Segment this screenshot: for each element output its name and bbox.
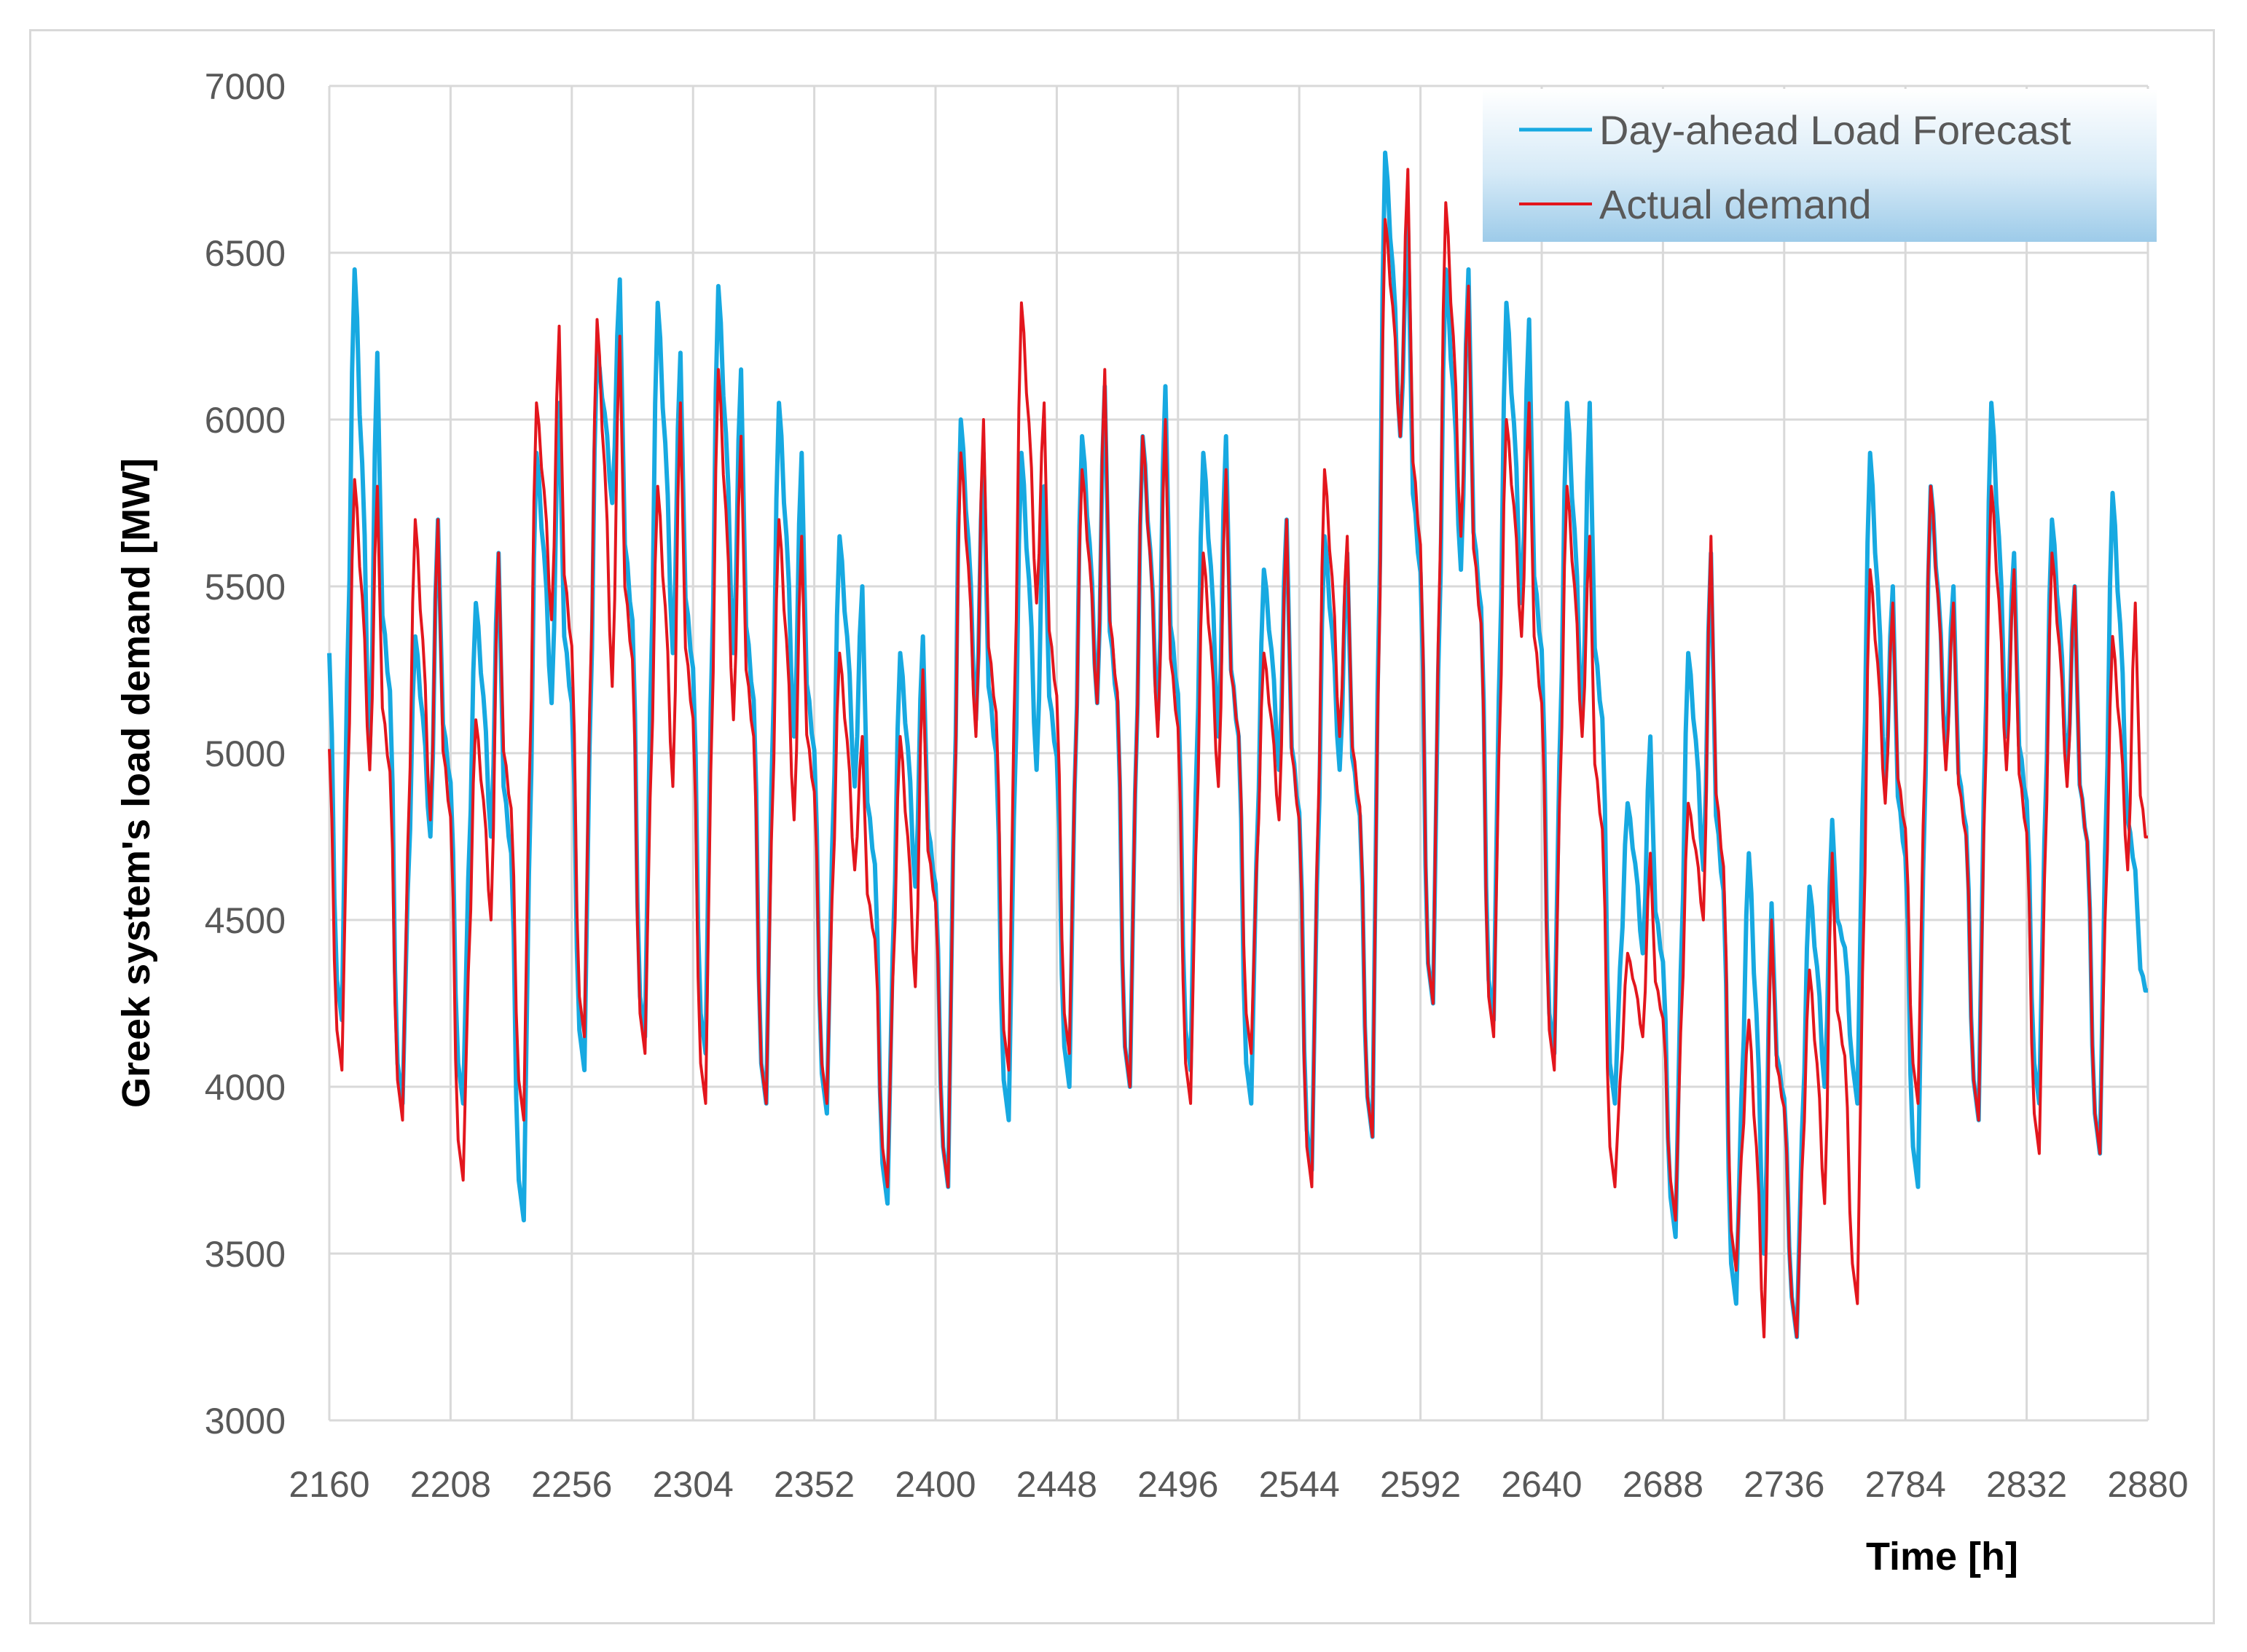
x-tick-label: 2160 <box>289 1464 369 1505</box>
series-layer <box>327 150 2148 1340</box>
x-tick-label: 2208 <box>410 1464 491 1505</box>
x-tick-label: 2592 <box>1380 1464 1461 1505</box>
y-tick-label: 6000 <box>205 400 286 441</box>
y-tick-label: 7000 <box>205 66 286 107</box>
x-tick-label: 2352 <box>774 1464 855 1505</box>
x-tick-label: 2832 <box>1986 1464 2067 1505</box>
x-tick-label: 2736 <box>1744 1464 1824 1505</box>
legend-label-actual: Actual demand <box>1599 181 1872 227</box>
y-tick-label: 4500 <box>205 900 286 941</box>
y-axis-title: Greek system's load demand [MW] <box>114 458 158 1108</box>
x-axis-title: Time [h] <box>1866 1535 2018 1578</box>
y-tick-label: 5000 <box>205 733 286 774</box>
legend-label-forecast: Day-ahead Load Forecast <box>1599 107 2071 153</box>
legend-background <box>1483 89 2157 242</box>
x-tick-label: 2448 <box>1016 1464 1097 1505</box>
y-tick-label: 4000 <box>205 1067 286 1108</box>
x-tick-label: 2640 <box>1501 1464 1582 1505</box>
y-axis-ticks: 3000 3500 4000 4500 5000 5500 6000 6500 7000 <box>205 66 286 1441</box>
x-tick-label: 2688 <box>1623 1464 1703 1505</box>
x-tick-label: 2496 <box>1137 1464 1218 1505</box>
x-tick-label: 2544 <box>1259 1464 1340 1505</box>
y-tick-label: 3500 <box>205 1234 286 1275</box>
x-axis-ticks: 2160 2208 2256 2304 2352 2400 2448 2496 2544 2592… <box>289 1464 2188 1505</box>
x-tick-label: 2256 <box>531 1464 612 1505</box>
y-tick-label: 6500 <box>205 233 286 274</box>
x-tick-label: 2400 <box>895 1464 976 1505</box>
x-tick-label: 2784 <box>1865 1464 1946 1505</box>
legend: Day-ahead Load Forecast Actual demand <box>1483 89 2157 242</box>
x-tick-label: 2304 <box>653 1464 734 1505</box>
series-line-actual <box>328 168 2148 1339</box>
y-tick-label: 3000 <box>205 1401 286 1441</box>
y-tick-label: 5500 <box>205 567 286 607</box>
x-tick-label: 2880 <box>2107 1464 2188 1505</box>
